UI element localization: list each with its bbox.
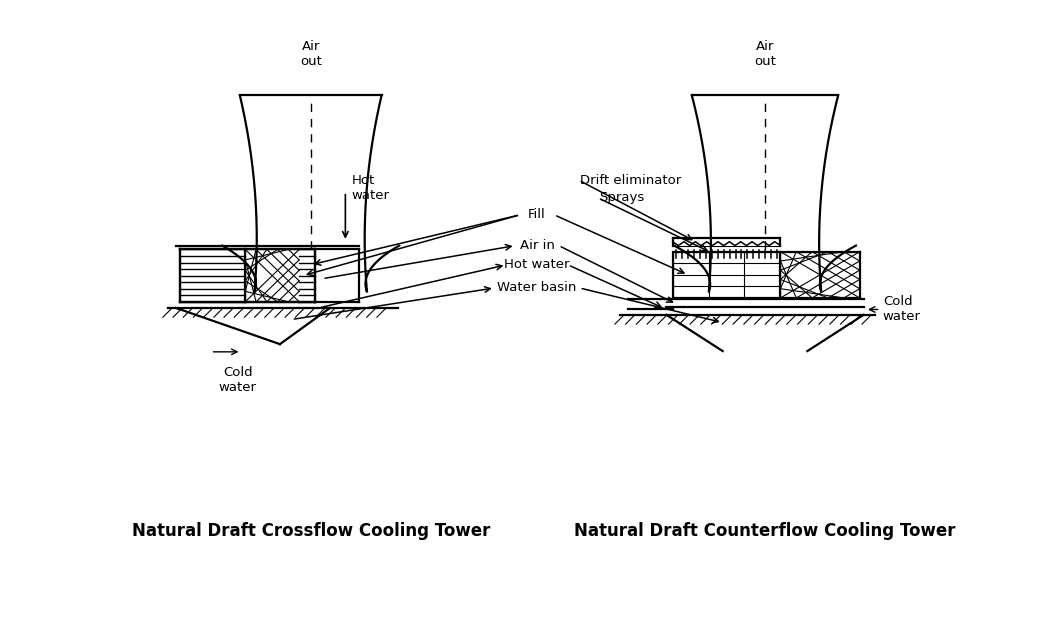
Text: Cold
water: Cold water <box>882 295 921 323</box>
Text: Water basin: Water basin <box>498 281 576 294</box>
Text: Air
out: Air out <box>300 40 322 68</box>
Text: Air in: Air in <box>520 239 554 252</box>
Bar <box>673 252 781 298</box>
Text: Natural Draft Counterflow Cooling Tower: Natural Draft Counterflow Cooling Tower <box>574 522 956 540</box>
Text: Air
out: Air out <box>755 40 776 68</box>
Text: Drift eliminator: Drift eliminator <box>581 174 681 187</box>
Text: Fill: Fill <box>528 208 546 221</box>
Text: Hot
water: Hot water <box>351 174 390 202</box>
Text: Natural Draft Crossflow Cooling Tower: Natural Draft Crossflow Cooling Tower <box>132 522 489 540</box>
Text: Sprays: Sprays <box>599 192 645 205</box>
Text: Cold
water: Cold water <box>219 366 257 394</box>
Text: Hot water: Hot water <box>504 258 570 271</box>
